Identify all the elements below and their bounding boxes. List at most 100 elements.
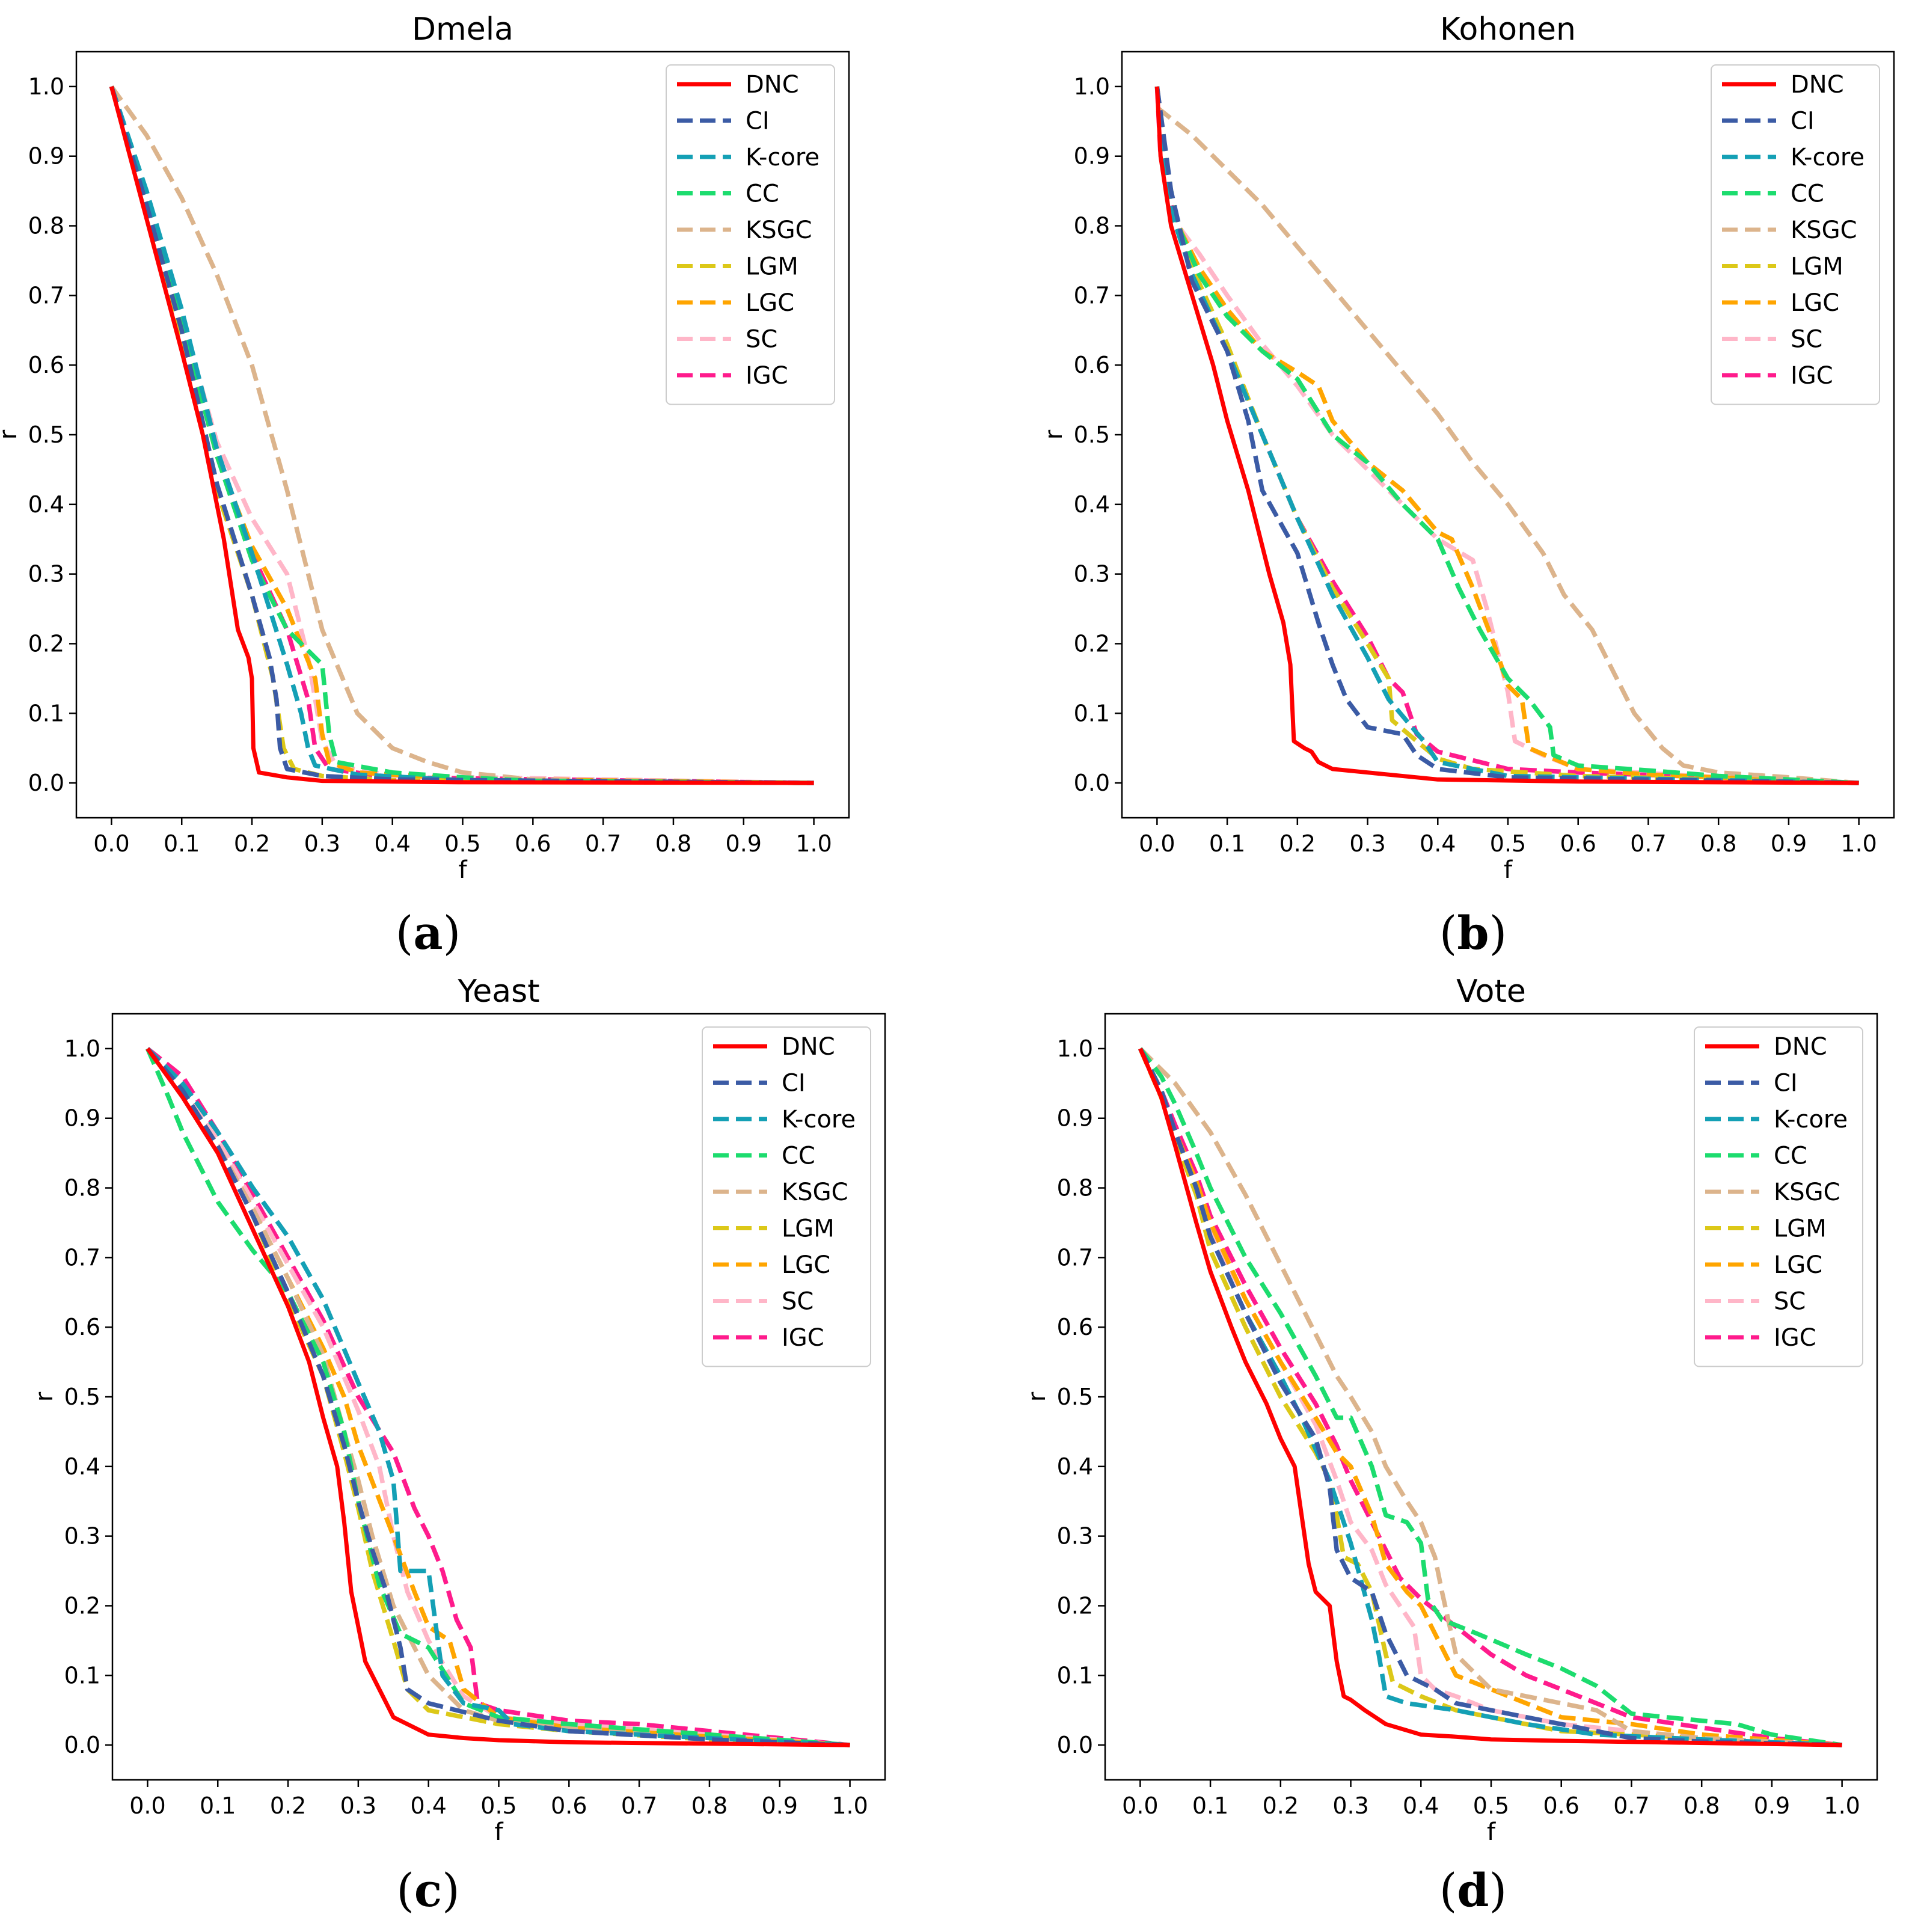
series-line-lgc — [1154, 86, 1859, 785]
series-line-dnc — [109, 86, 814, 785]
x-tick-label: 0.7 — [585, 830, 621, 857]
y-tick-label: 0.8 — [1074, 213, 1110, 239]
y-tick-label: 0.8 — [64, 1175, 100, 1201]
series-line-ksgc — [1138, 1047, 1842, 1747]
x-tick-label: 0.3 — [1349, 830, 1385, 857]
y-tick-label: 0.3 — [1057, 1523, 1093, 1550]
legend-label: LGM — [746, 253, 798, 281]
y-tick-label: 0.4 — [1057, 1453, 1093, 1480]
series-line-k-core — [1154, 86, 1859, 785]
legend-label: LGM — [782, 1215, 835, 1243]
x-tick-label: 0.9 — [1754, 1792, 1790, 1819]
legend-label: LGC — [1791, 289, 1839, 317]
legend-label: CI — [1791, 108, 1815, 135]
x-tick-label: 0.7 — [1630, 830, 1666, 857]
y-tick-label: 0.9 — [64, 1105, 100, 1132]
legend-label: SC — [1791, 326, 1822, 354]
x-tick-label: 0.1 — [164, 830, 200, 857]
legend-label: LGM — [1791, 253, 1843, 281]
legend-label: IGC — [782, 1324, 824, 1352]
y-tick-label: 0.0 — [28, 770, 64, 796]
legend-label: SC — [1774, 1288, 1806, 1316]
y-tick-label: 0.0 — [1057, 1732, 1093, 1758]
x-tick-label: 0.3 — [1332, 1792, 1368, 1819]
x-tick-label: 1.0 — [1840, 830, 1877, 857]
panel-caption: (b) — [1439, 906, 1507, 960]
legend-label: CC — [746, 180, 779, 208]
series-line-ci — [109, 85, 814, 785]
y-tick-label: 0.3 — [28, 561, 64, 587]
x-axis-label: f — [1487, 1818, 1496, 1846]
x-tick-label: 0.9 — [1771, 830, 1807, 857]
legend-label: DNC — [782, 1033, 835, 1061]
x-tick-label: 0.4 — [1403, 1792, 1439, 1819]
series-line-ksgc — [109, 85, 814, 785]
x-tick-label: 0.2 — [1263, 1792, 1299, 1819]
chart-title: Vote — [1456, 974, 1526, 1010]
y-axis-label: r — [0, 429, 22, 440]
series-line-igc — [1154, 86, 1859, 785]
legend-label: CC — [1791, 180, 1824, 208]
y-tick-label: 0.6 — [1074, 352, 1110, 378]
panel-caption: (a) — [396, 906, 461, 960]
y-tick-label: 0.4 — [64, 1453, 100, 1480]
x-tick-label: 0.7 — [621, 1792, 657, 1819]
y-tick-label: 0.1 — [1057, 1662, 1093, 1688]
panel-caption: (d) — [1439, 1863, 1507, 1917]
panel-vote: Vote 0.0 0.1 0.2 0.3 0.4 0.5 0.6 0.7 0.8 0.9 1.0 0.0… — [1023, 974, 1878, 1917]
series-line-sc — [1138, 1047, 1842, 1747]
panel-caption: (c) — [396, 1863, 460, 1917]
series-line-ci — [1154, 86, 1859, 785]
panel-kohonen: Kohonen 0.0 0.1 0.2 0.3 0.4 0.5 0.6 0.7 0.8 0.9 1.0… — [1040, 11, 1895, 960]
x-tick-label: 1.0 — [1824, 1792, 1860, 1819]
x-tick-label: 0.4 — [374, 830, 410, 857]
series-line-igc — [146, 1046, 850, 1747]
y-tick-label: 0.1 — [64, 1662, 100, 1688]
y-tick-label: 0.7 — [28, 282, 64, 308]
x-tick-label: 0.5 — [1473, 1792, 1509, 1819]
x-tick-label: 1.0 — [832, 1792, 868, 1819]
legend-label: KSGC — [782, 1179, 848, 1206]
y-tick-label: 0.3 — [1074, 561, 1110, 587]
legend-box — [666, 64, 835, 405]
x-tick-label: 0.1 — [1192, 1792, 1228, 1819]
x-axis-label: f — [494, 1818, 503, 1846]
panel-caption-letter: c — [414, 1863, 442, 1917]
legend-label: KSGC — [1774, 1179, 1840, 1206]
x-tick-label: 0.8 — [691, 1792, 728, 1819]
panel-caption-letter: d — [1457, 1863, 1489, 1917]
y-tick-label: 0.1 — [1074, 700, 1110, 726]
x-tick-label: 0.1 — [1209, 830, 1245, 857]
legend-label: CI — [782, 1070, 806, 1097]
y-tick-label: 1.0 — [1074, 73, 1110, 100]
panel-caption-letter: a — [413, 906, 443, 960]
legend-label: SC — [746, 326, 777, 354]
legend-label: K-core — [782, 1106, 856, 1133]
legend-label: CI — [1774, 1070, 1798, 1097]
series-line-k-core — [109, 85, 814, 785]
y-tick-label: 0.6 — [28, 352, 64, 378]
legend-label: IGC — [746, 362, 788, 390]
y-tick-label: 0.9 — [1074, 143, 1110, 170]
series-line-dnc — [1138, 1047, 1842, 1747]
y-tick-label: 1.0 — [1057, 1035, 1093, 1062]
x-tick-label: 0.0 — [1122, 1792, 1158, 1819]
legend-label: IGC — [1791, 362, 1833, 390]
series-line-lgc — [1138, 1047, 1842, 1747]
y-tick-label: 0.8 — [1057, 1175, 1093, 1201]
series-line-lgm — [1138, 1047, 1842, 1747]
y-tick-label: 0.4 — [1074, 491, 1110, 518]
legend-label: K-core — [746, 144, 820, 171]
x-tick-label: 0.0 — [93, 830, 129, 857]
legend-label: KSGC — [1791, 216, 1857, 244]
x-tick-label: 0.5 — [444, 830, 480, 857]
legend-label: LGM — [1774, 1215, 1827, 1243]
series-line-igc — [1138, 1047, 1842, 1747]
x-tick-label: 0.8 — [1700, 830, 1736, 857]
legend-label: KSGC — [746, 216, 812, 244]
series-line-ksgc — [1156, 105, 1859, 785]
y-tick-label: 0.7 — [64, 1244, 100, 1271]
x-tick-label: 0.8 — [1684, 1792, 1720, 1819]
x-tick-label: 0.2 — [1279, 830, 1316, 857]
series-line-ci — [146, 1047, 850, 1747]
